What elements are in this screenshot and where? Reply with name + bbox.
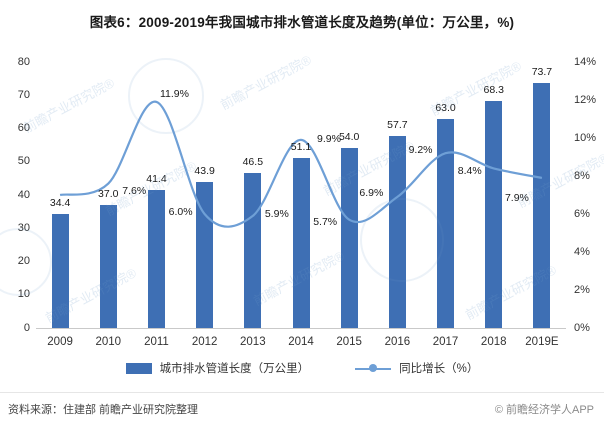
right-axis-tick: 6% bbox=[574, 207, 590, 220]
bar-legend-label: 城市排水管道长度（万公里） bbox=[159, 363, 310, 375]
right-axis-tick: 0% bbox=[574, 321, 590, 334]
bar bbox=[244, 173, 262, 328]
x-axis-label: 2012 bbox=[191, 336, 218, 348]
x-axis-label: 2014 bbox=[288, 336, 314, 348]
bar bbox=[99, 204, 117, 328]
bar bbox=[292, 158, 310, 328]
chart-title: 图表6：2009-2019年我国城市排水管道长度及趋势(单位：万公里，%) bbox=[89, 15, 515, 30]
x-axis-label: 2010 bbox=[95, 336, 122, 348]
bar-value-label: 54.0 bbox=[338, 131, 360, 144]
growth-value-label: 5.7% bbox=[313, 215, 338, 228]
bar bbox=[388, 136, 406, 328]
right-axis-tick: 10% bbox=[574, 131, 597, 144]
left-axis-tick: 40 bbox=[17, 188, 30, 201]
line-legend-label: 同比增长（%） bbox=[399, 363, 479, 375]
left-axis-tick: 70 bbox=[17, 88, 30, 101]
bar bbox=[340, 148, 358, 328]
left-axis-tick: 0 bbox=[23, 321, 30, 334]
left-axis-tick: 80 bbox=[17, 55, 30, 68]
growth-value-label: 6.0% bbox=[168, 206, 193, 218]
bar bbox=[196, 182, 214, 328]
legend: 城市排水管道长度（万公里） 同比增长（%） bbox=[0, 360, 604, 376]
left-axis-tick: 20 bbox=[17, 255, 30, 267]
x-axis-label: 2015 bbox=[336, 336, 362, 348]
left-axis-tick: 30 bbox=[17, 221, 30, 234]
bar bbox=[51, 213, 69, 328]
growth-value-label: 9.2% bbox=[408, 144, 433, 157]
x-axis-label: 2018 bbox=[480, 336, 507, 348]
x-axis-label: 2017 bbox=[432, 336, 459, 348]
bar-value-label: 51.1 bbox=[290, 141, 312, 154]
right-axis-tick: 14% bbox=[574, 55, 597, 68]
bar-value-label: 46.5 bbox=[242, 156, 264, 169]
legend-item-line: 同比增长（%） bbox=[355, 360, 478, 376]
x-axis-line bbox=[36, 328, 566, 329]
line-legend-swatch bbox=[355, 363, 392, 374]
bar bbox=[437, 118, 455, 328]
bar-legend-swatch bbox=[125, 362, 152, 374]
bar-value-label: 73.7 bbox=[531, 65, 553, 78]
footer-divider bbox=[0, 392, 604, 393]
bar-value-label: 41.4 bbox=[146, 173, 167, 186]
left-axis-tick: 50 bbox=[17, 155, 30, 168]
bar-value-label: 34.4 bbox=[49, 196, 71, 209]
bar bbox=[485, 100, 503, 328]
right-axis-tick: 4% bbox=[574, 245, 590, 258]
x-axis-label: 2019E bbox=[525, 336, 559, 348]
bar-value-label: 37.0 bbox=[98, 187, 119, 200]
x-axis-label: 2011 bbox=[144, 336, 169, 348]
bar bbox=[147, 190, 165, 328]
left-axis-tick: 10 bbox=[17, 288, 30, 301]
growth-value-label: 8.4% bbox=[457, 165, 482, 178]
left-axis-tick: 60 bbox=[17, 122, 30, 134]
growth-value-label: 9.9% bbox=[317, 132, 341, 145]
right-axis-tick: 12% bbox=[574, 93, 597, 106]
source-note: 资料来源：住建部 前瞻产业研究院整理 bbox=[8, 404, 199, 416]
x-axis-label: 2016 bbox=[384, 336, 411, 348]
bar-value-label: 63.0 bbox=[435, 101, 456, 114]
bar-value-label: 57.7 bbox=[387, 119, 408, 132]
right-axis-tick: 8% bbox=[574, 169, 590, 182]
bar bbox=[533, 82, 551, 328]
bar-value-label: 68.3 bbox=[483, 83, 504, 96]
growth-value-label: 5.9% bbox=[264, 207, 289, 220]
bar-value-label: 43.9 bbox=[194, 165, 215, 178]
x-axis-label: 2009 bbox=[47, 336, 73, 348]
x-axis-label: 2013 bbox=[240, 336, 266, 348]
growth-value-label: 7.9% bbox=[504, 191, 529, 204]
right-axis-tick: 2% bbox=[574, 283, 590, 296]
growth-value-label: 7.6% bbox=[122, 184, 147, 197]
growth-value-label: 6.9% bbox=[359, 186, 384, 199]
growth-value-label: 11.9% bbox=[159, 87, 189, 100]
legend-item-bar: 城市排水管道长度（万公里） bbox=[125, 360, 310, 376]
copyright-note: © 前瞻经济学人APP bbox=[494, 404, 594, 416]
